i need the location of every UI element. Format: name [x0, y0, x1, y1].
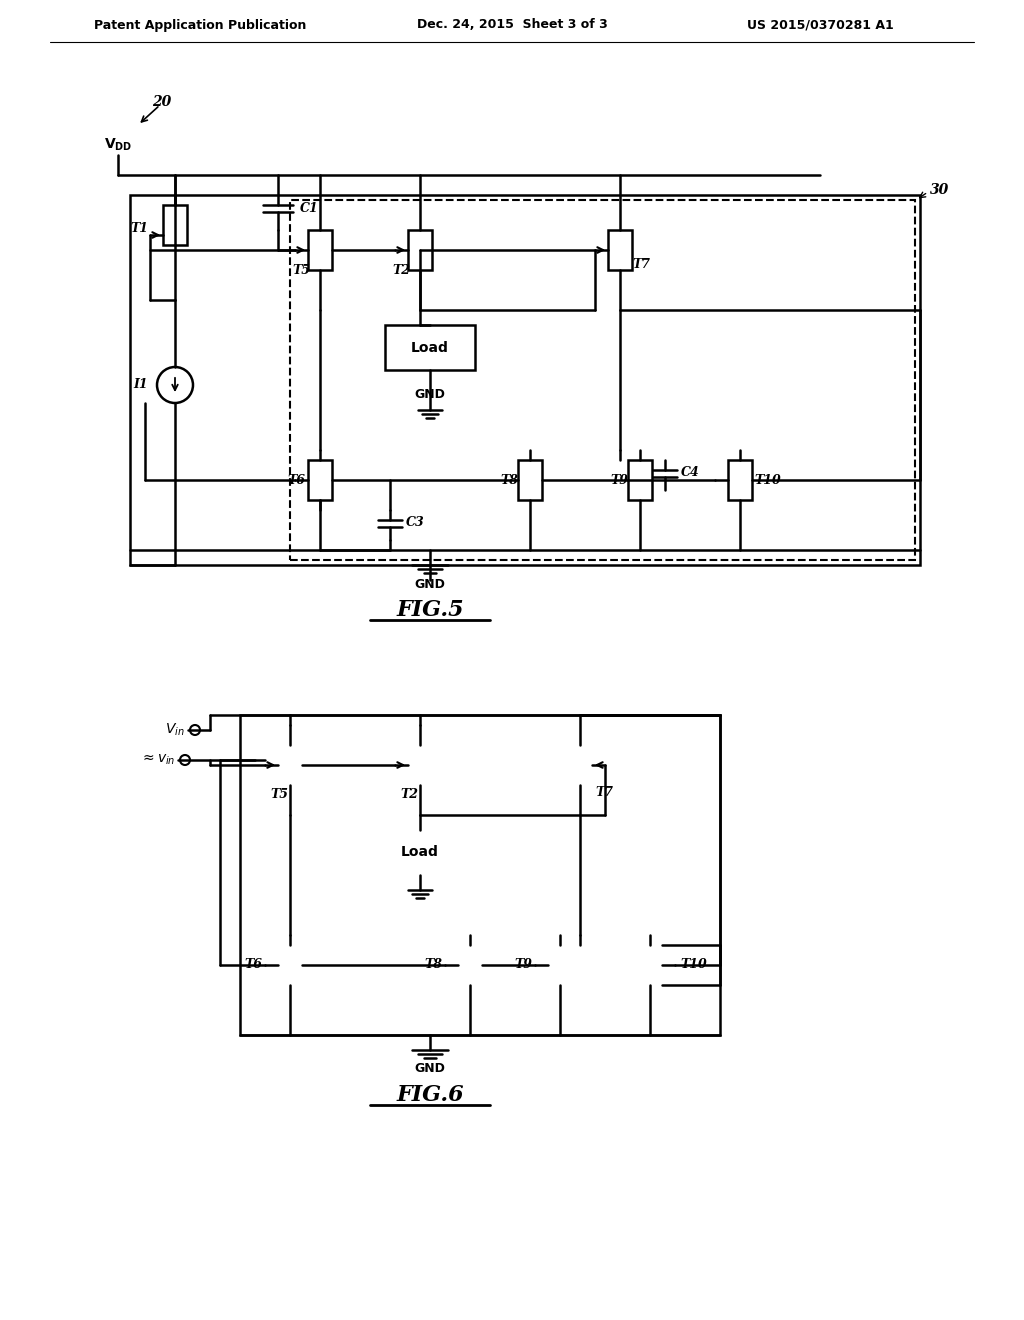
Text: 30: 30: [930, 183, 949, 197]
Text: US 2015/0370281 A1: US 2015/0370281 A1: [746, 18, 893, 32]
Text: $V_{in}$: $V_{in}$: [165, 722, 185, 738]
Bar: [385, 325, 475, 370]
Bar: [308, 230, 332, 271]
Text: GND: GND: [415, 388, 445, 401]
Text: C4: C4: [681, 466, 699, 479]
Text: FIG.5: FIG.5: [396, 599, 464, 620]
Bar: [130, 195, 920, 565]
Bar: [278, 945, 302, 985]
Text: I1: I1: [133, 379, 148, 392]
Text: Load: Load: [401, 846, 439, 859]
Bar: [408, 744, 432, 785]
Bar: [240, 715, 720, 1035]
Text: T6: T6: [287, 474, 305, 487]
Text: T5: T5: [270, 788, 288, 801]
Text: T2: T2: [400, 788, 418, 801]
Text: $\approx v_{in}$: $\approx v_{in}$: [139, 752, 175, 767]
Bar: [628, 459, 652, 500]
Bar: [568, 744, 592, 785]
Text: T6: T6: [244, 958, 262, 972]
Text: Load: Load: [411, 341, 449, 355]
Bar: [163, 205, 187, 246]
Text: GND: GND: [415, 578, 445, 591]
Text: C3: C3: [406, 516, 425, 529]
Bar: [290, 201, 915, 560]
Text: 20: 20: [152, 95, 171, 110]
Text: T9: T9: [610, 474, 628, 487]
Bar: [608, 230, 632, 271]
Text: FIG.6: FIG.6: [396, 1084, 464, 1106]
Bar: [308, 459, 332, 500]
Bar: [375, 830, 465, 875]
Text: T8: T8: [500, 474, 518, 487]
Text: C1: C1: [300, 202, 318, 214]
Bar: [638, 945, 662, 985]
Text: $\mathbf{V_{DD}}$: $\mathbf{V_{DD}}$: [103, 137, 132, 153]
Text: T10: T10: [680, 958, 707, 972]
Text: T10: T10: [754, 474, 780, 487]
Bar: [278, 744, 302, 785]
Bar: [728, 459, 752, 500]
Bar: [458, 945, 482, 985]
Text: T9: T9: [514, 958, 532, 972]
Text: T2: T2: [392, 264, 410, 276]
Text: GND: GND: [415, 1061, 445, 1074]
Text: T1: T1: [130, 222, 148, 235]
Text: T5: T5: [292, 264, 310, 276]
Text: Dec. 24, 2015  Sheet 3 of 3: Dec. 24, 2015 Sheet 3 of 3: [417, 18, 607, 32]
Bar: [548, 945, 572, 985]
Text: T7: T7: [632, 259, 650, 272]
Text: Patent Application Publication: Patent Application Publication: [94, 18, 306, 32]
Text: T7: T7: [595, 787, 613, 800]
Bar: [408, 230, 432, 271]
Bar: [518, 459, 542, 500]
Text: T8: T8: [424, 958, 442, 972]
